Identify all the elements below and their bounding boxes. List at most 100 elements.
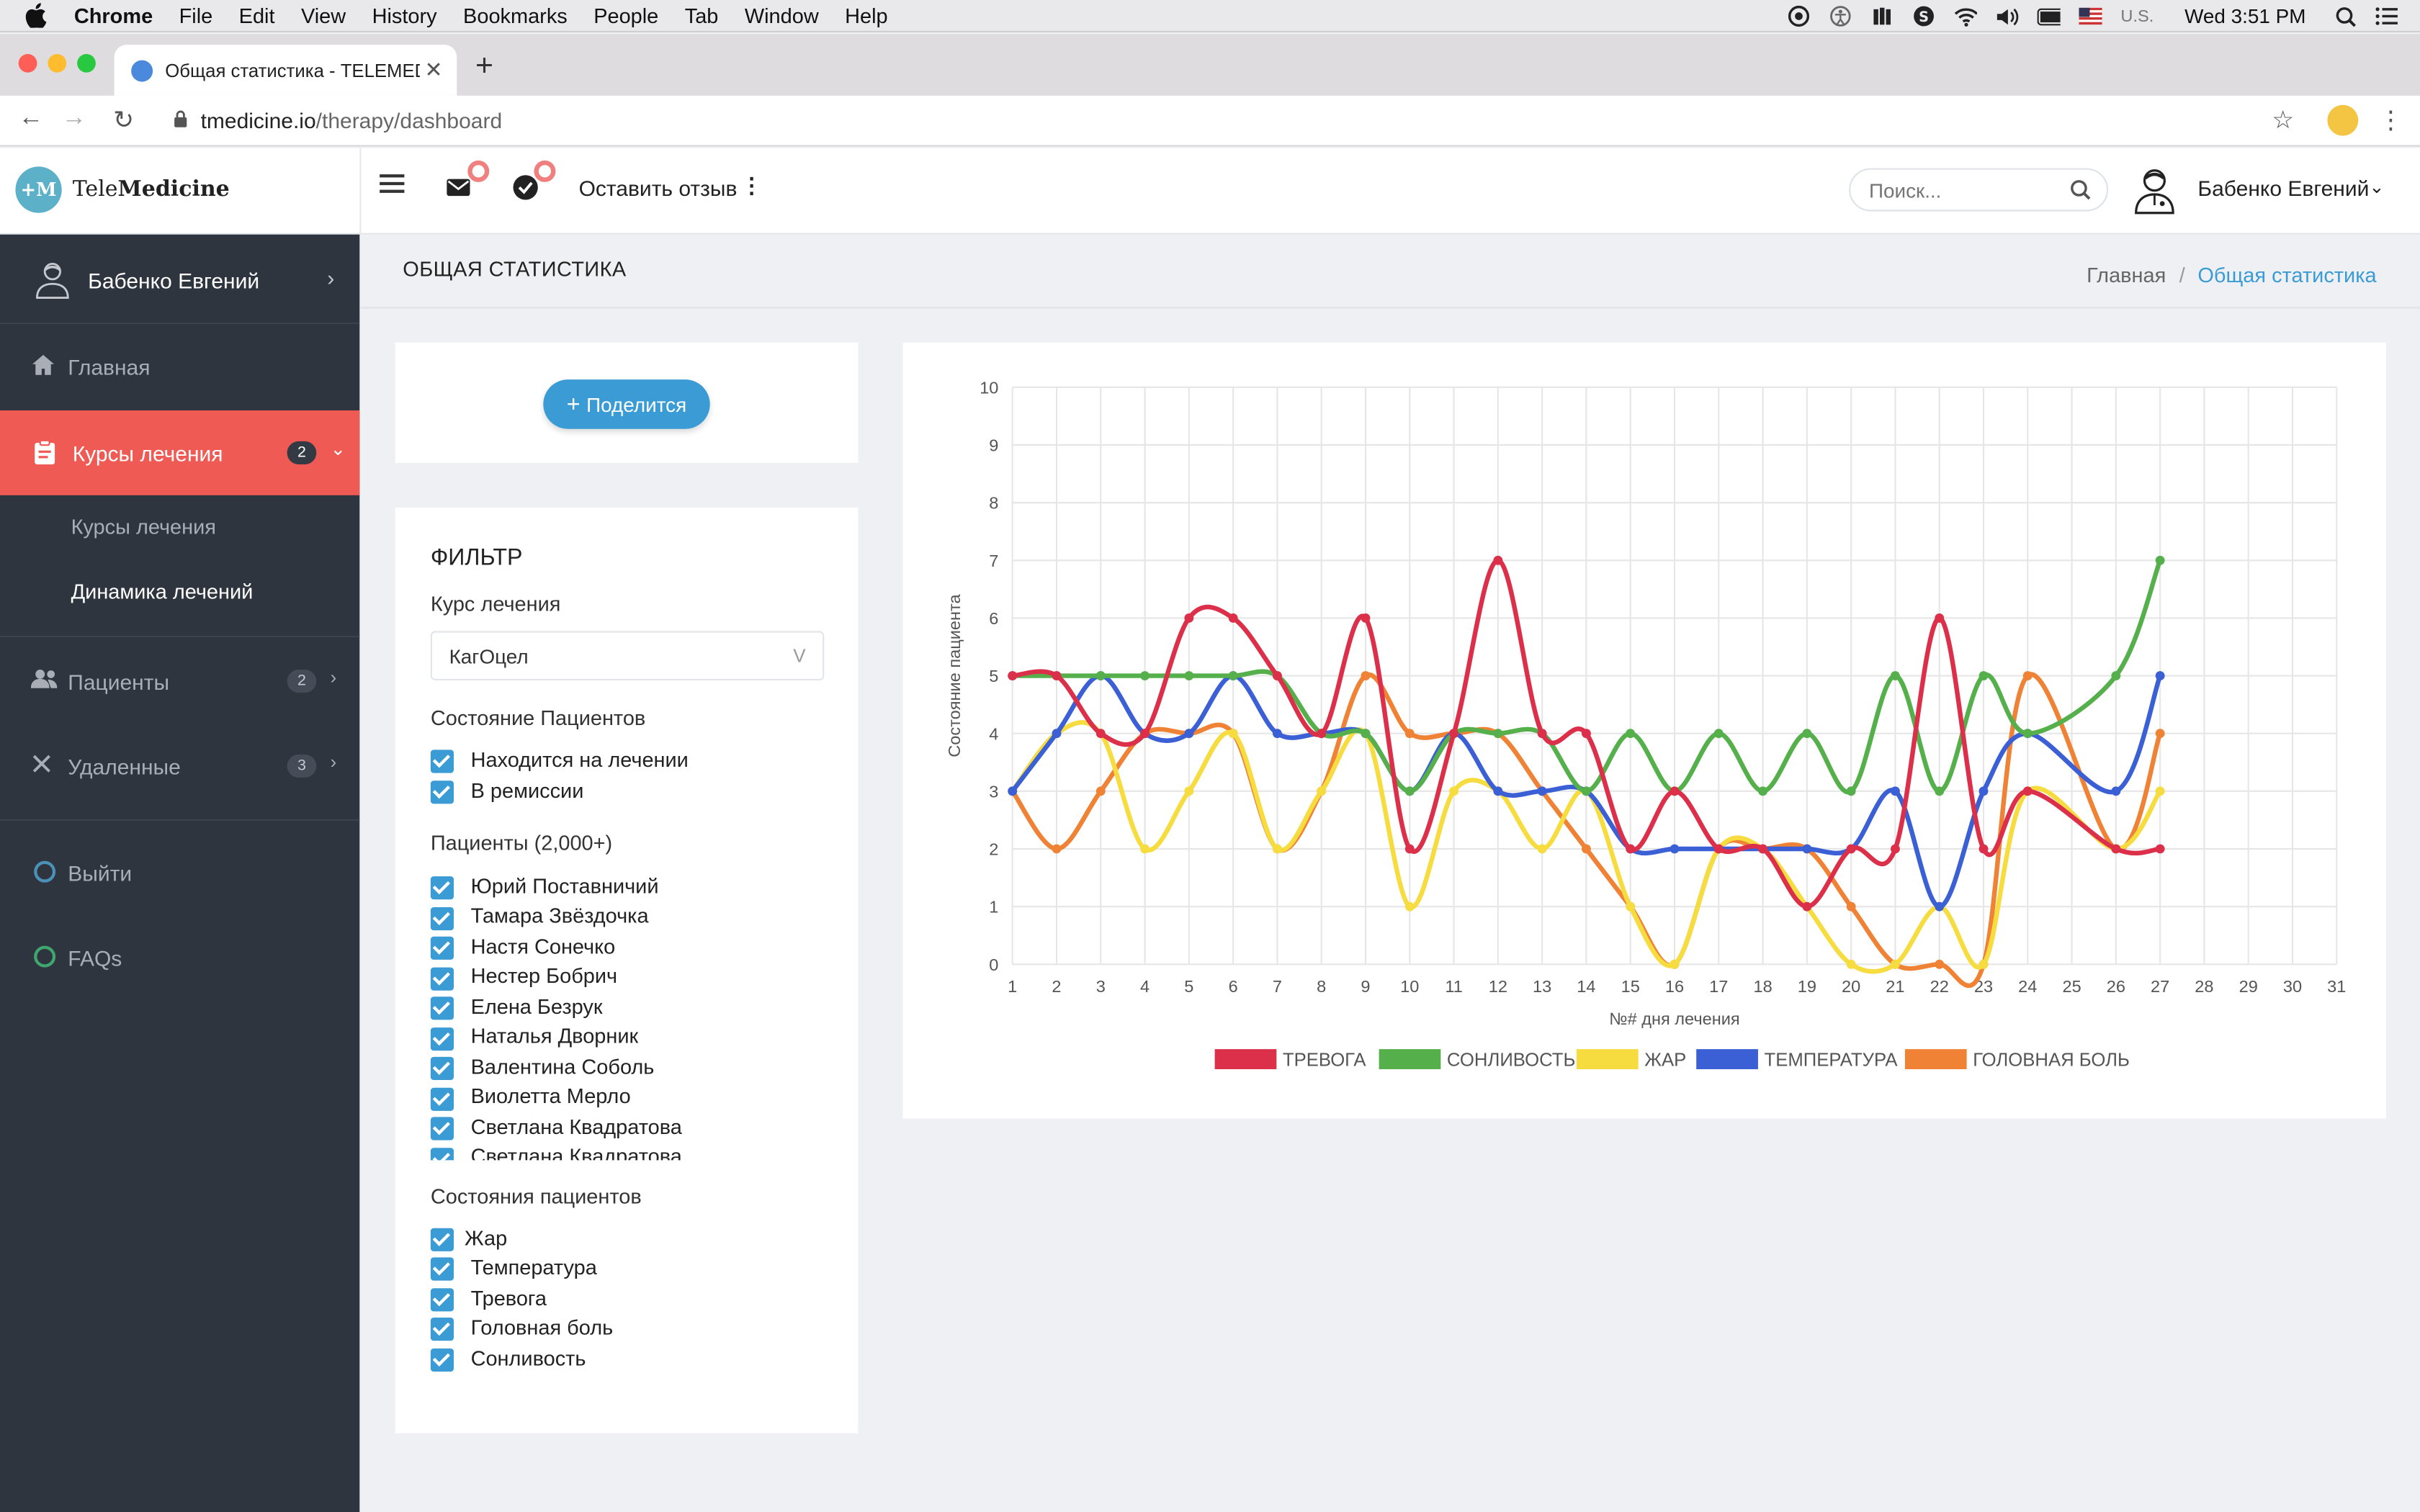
- menu-window[interactable]: Window: [744, 4, 819, 27]
- patient-checkbox-label[interactable]: Юрий Поставничий: [470, 875, 659, 899]
- patient-checkbox[interactable]: [430, 1056, 454, 1080]
- patient-checkbox[interactable]: [430, 936, 454, 960]
- patient-checkbox[interactable]: [430, 1027, 454, 1051]
- condition-checkbox-label[interactable]: Головная боль: [470, 1315, 614, 1339]
- input-source-label[interactable]: U.S.: [2120, 6, 2154, 26]
- browser-tab[interactable]: Общая статистика - TELEMEDICINE ✕: [114, 45, 457, 96]
- menu-view[interactable]: View: [300, 4, 346, 27]
- window-minimize-button[interactable]: [48, 54, 67, 73]
- deleted-chevron-right-icon[interactable]: ›: [330, 751, 337, 773]
- patient-checkbox-label[interactable]: Тамара Звёздочка: [470, 904, 649, 927]
- condition-checkbox[interactable]: [430, 1228, 454, 1251]
- sidebar-user[interactable]: Бабенко Евгений ›: [0, 235, 360, 324]
- volume-icon[interactable]: [1996, 4, 2019, 27]
- leave-feedback-link[interactable]: Оставить отзыв: [578, 176, 738, 201]
- menu-help[interactable]: Help: [845, 4, 888, 27]
- patient-checkbox-label[interactable]: Настя Сонечко: [470, 935, 616, 958]
- forward-icon[interactable]: →: [61, 104, 86, 132]
- sidebar-item-logout[interactable]: Выйти: [0, 830, 359, 915]
- patient-checkbox[interactable]: [430, 996, 454, 1020]
- battery-icon[interactable]: [2037, 4, 2061, 27]
- window-close-button[interactable]: [18, 54, 37, 73]
- user-menu-chevron-down-icon[interactable]: ⌄: [2369, 176, 2385, 198]
- sidebar-item-patients[interactable]: Пациенты 2 ›: [0, 639, 359, 724]
- patient-checkbox[interactable]: [430, 967, 454, 991]
- menu-edit[interactable]: Edit: [238, 4, 275, 27]
- patient-checkbox[interactable]: [430, 876, 454, 900]
- condition-checkbox-label[interactable]: Сонливость: [470, 1346, 586, 1370]
- menu-file[interactable]: File: [179, 4, 213, 27]
- doctor-avatar-icon[interactable]: [2131, 165, 2177, 215]
- status-checkbox[interactable]: [430, 750, 454, 773]
- header-user-name[interactable]: Бабенко Евгений: [2197, 176, 2370, 201]
- header-search[interactable]: [1849, 168, 2109, 212]
- share-button[interactable]: + Поделится: [543, 379, 710, 429]
- tasks-notifications-icon[interactable]: [512, 160, 556, 201]
- patient-checkbox[interactable]: [430, 1117, 454, 1140]
- accessibility-icon[interactable]: [1829, 4, 1852, 27]
- condition-checkbox-label[interactable]: Жар: [465, 1226, 508, 1250]
- patient-checkbox-label[interactable]: Светлана Квадратова: [470, 1145, 682, 1161]
- mail-notifications-icon[interactable]: [446, 160, 490, 201]
- course-select[interactable]: КагОцел V: [430, 631, 825, 680]
- breadcrumb-home-link[interactable]: Главная: [2087, 264, 2166, 287]
- skype-icon[interactable]: S: [1912, 4, 1935, 27]
- reload-icon[interactable]: ↻: [113, 108, 134, 135]
- breadcrumb-current[interactable]: Общая статистика: [2197, 264, 2377, 287]
- menu-tab[interactable]: Tab: [684, 4, 719, 27]
- sidebar-item-courses[interactable]: Курсы лечения 2 ⌄: [0, 410, 360, 495]
- patients-checkbox-list[interactable]: Юрий Поставничий Тамара Звёздочка Настя …: [417, 873, 834, 1161]
- courses-chevron-down-icon[interactable]: ⌄: [330, 438, 346, 460]
- patient-checkbox[interactable]: [430, 1087, 454, 1111]
- sidebar-subitem-courses[interactable]: Курсы лечения: [71, 515, 216, 539]
- tab-close-icon[interactable]: ✕: [424, 57, 443, 82]
- condition-checkbox-label[interactable]: Тревога: [470, 1287, 547, 1310]
- clock[interactable]: Wed 3:51 PM: [2184, 4, 2306, 28]
- wifi-icon[interactable]: [1954, 4, 1978, 27]
- condition-checkbox[interactable]: [430, 1318, 454, 1341]
- patient-checkbox-label[interactable]: Светлана Квадратова: [470, 1115, 682, 1139]
- back-icon[interactable]: ←: [18, 104, 43, 132]
- patient-checkbox-label[interactable]: Виолетта Мерло: [470, 1084, 631, 1108]
- condition-checkbox[interactable]: [430, 1288, 454, 1312]
- patient-checkbox[interactable]: [430, 1148, 454, 1161]
- condition-checkbox[interactable]: [430, 1257, 454, 1281]
- patient-checkbox-label[interactable]: Елена Безрук: [470, 995, 603, 1019]
- window-zoom-button[interactable]: [77, 54, 96, 73]
- sidebar-item-deleted[interactable]: Удаленные 3 ›: [0, 724, 359, 809]
- menu-history[interactable]: History: [372, 4, 437, 27]
- vpn-icon[interactable]: [1788, 4, 1811, 27]
- patients-chevron-right-icon[interactable]: ›: [330, 666, 337, 688]
- telemedicine-logo[interactable]: +M TeleMedicine: [15, 166, 230, 213]
- sidebar-subitem-dynamics[interactable]: Динамика лечений: [71, 580, 254, 603]
- new-tab-icon[interactable]: +: [475, 49, 494, 84]
- sidebar-item-faqs[interactable]: FAQs: [0, 915, 359, 1000]
- menu-bookmarks[interactable]: Bookmarks: [463, 4, 568, 27]
- status-checkbox[interactable]: [430, 780, 454, 804]
- battery-monitor-icon[interactable]: [1870, 4, 1894, 27]
- address-bar[interactable]: tmedicine.io /therapy/dashboard: [160, 100, 2316, 140]
- condition-checkbox[interactable]: [430, 1348, 454, 1372]
- bookmark-star-icon[interactable]: ☆: [2272, 108, 2295, 135]
- lock-icon[interactable]: [173, 108, 188, 132]
- patient-checkbox-label[interactable]: Наталья Дворник: [470, 1024, 639, 1048]
- patient-checkbox-label[interactable]: Валентина Соболь: [470, 1055, 655, 1079]
- feedback-more-icon[interactable]: ⋮: [740, 173, 763, 198]
- menu-people[interactable]: People: [593, 4, 659, 27]
- menu-chrome[interactable]: Chrome: [73, 4, 153, 27]
- chrome-menu-icon[interactable]: ⋮: [2378, 108, 2403, 135]
- status-checkbox-label[interactable]: В ремиссии: [470, 779, 584, 803]
- profile-avatar[interactable]: [2327, 104, 2359, 136]
- hamburger-menu-icon[interactable]: [380, 174, 405, 197]
- spotlight-search-icon[interactable]: [2334, 4, 2357, 27]
- search-input[interactable]: [1869, 178, 2055, 202]
- apple-icon[interactable]: [24, 3, 53, 28]
- notification-center-icon[interactable]: [2375, 4, 2398, 27]
- sidebar-user-chevron-right-icon[interactable]: ›: [327, 265, 335, 290]
- condition-checkbox-label[interactable]: Температура: [470, 1256, 597, 1279]
- us-flag-icon[interactable]: [2079, 4, 2102, 27]
- search-icon[interactable]: [2070, 179, 2092, 209]
- patient-checkbox[interactable]: [430, 907, 454, 931]
- status-checkbox-label[interactable]: Находится на лечении: [470, 748, 689, 772]
- sidebar-item-home[interactable]: Главная: [0, 324, 359, 409]
